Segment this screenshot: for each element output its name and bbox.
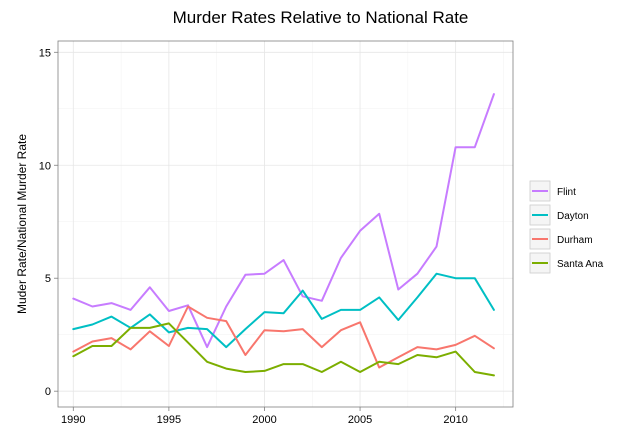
x-axis: 1990 1995 2000 2005 2010 (61, 407, 468, 426)
x-tick-label: 2000 (252, 414, 276, 426)
y-tick-label: 5 (45, 273, 51, 285)
grid-layer (58, 41, 513, 407)
legend-label-durham: Durham (557, 235, 593, 246)
series-lines (72, 93, 495, 377)
y-axis: 0 5 10 15 (39, 47, 58, 398)
plot-frame (57, 40, 514, 408)
y-tick-label: 15 (39, 47, 51, 59)
series-line-dayton (72, 272, 495, 349)
series-line-santa-ana (72, 322, 495, 377)
series-line-flint (72, 93, 495, 349)
y-axis-title: Muder Rate/National Murder Rate (15, 134, 29, 314)
x-tick-label: 1995 (157, 414, 181, 426)
x-tick-label: 2005 (348, 414, 372, 426)
y-tick-label: 10 (39, 160, 51, 172)
series-line-durham (72, 305, 495, 369)
x-tick-label: 1990 (61, 414, 85, 426)
chart-title: Murder Rates Relative to National Rate (172, 8, 469, 27)
legend-label-santa-ana: Santa Ana (557, 259, 604, 270)
y-tick-label: 0 (45, 386, 51, 398)
legend-label-dayton: Dayton (557, 211, 589, 222)
legend: Flint Dayton Durham Santa Ana (527, 180, 611, 276)
legend-label-flint: Flint (557, 187, 576, 198)
x-tick-label: 2010 (443, 414, 467, 426)
